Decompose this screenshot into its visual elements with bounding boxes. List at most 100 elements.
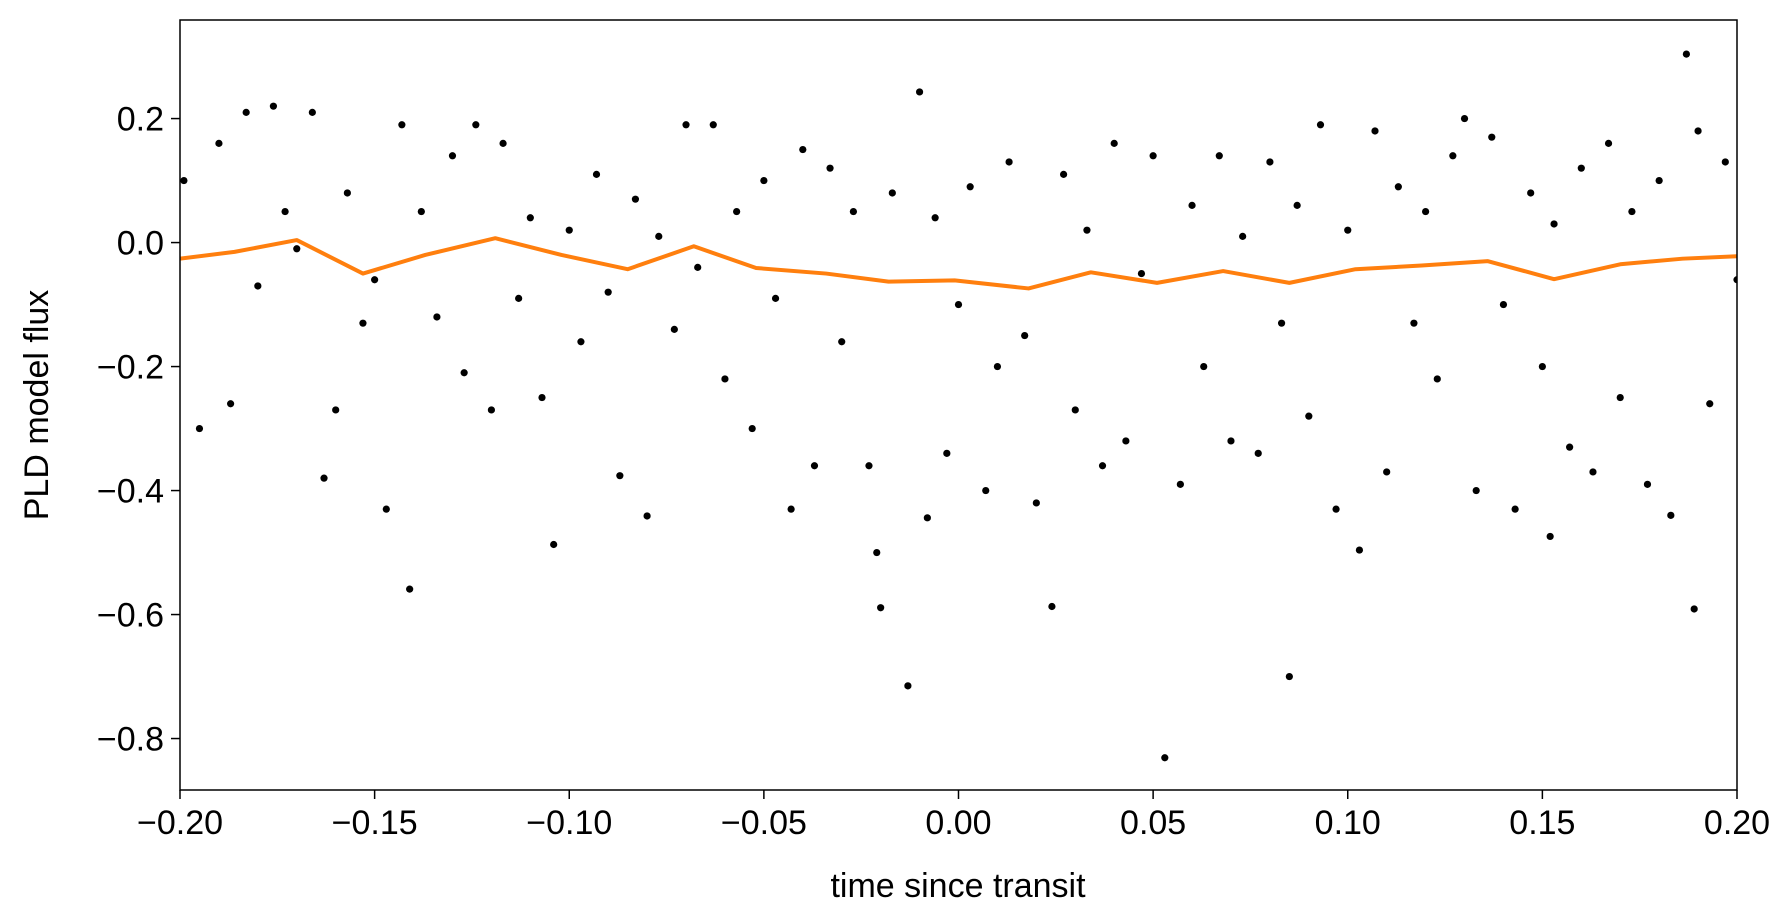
data-point xyxy=(308,108,316,116)
data-point xyxy=(550,540,558,549)
data-point xyxy=(1460,114,1469,123)
data-point xyxy=(877,604,885,612)
data-point xyxy=(359,319,367,327)
data-point xyxy=(1176,480,1184,488)
data-point xyxy=(1527,189,1535,197)
data-point xyxy=(631,195,640,203)
y-tick-label: −0.8 xyxy=(97,721,164,759)
data-point xyxy=(771,294,780,302)
x-tick-label: 0.10 xyxy=(1315,804,1381,842)
data-point xyxy=(604,288,612,296)
data-point xyxy=(577,338,585,346)
data-point xyxy=(787,505,795,513)
data-point xyxy=(565,226,573,234)
data-point xyxy=(966,183,974,191)
data-point xyxy=(888,189,896,197)
data-point xyxy=(915,88,924,96)
data-point xyxy=(1690,605,1698,613)
x-tick-label: −0.20 xyxy=(137,804,223,842)
data-point xyxy=(293,245,301,253)
data-point xyxy=(1227,437,1235,445)
data-point xyxy=(709,121,717,129)
data-point xyxy=(1239,232,1247,240)
data-point xyxy=(371,276,379,284)
data-point xyxy=(1122,437,1130,445)
data-point xyxy=(538,393,546,402)
data-point xyxy=(1277,319,1286,327)
data-point xyxy=(865,462,873,470)
data-point xyxy=(592,170,601,178)
data-point xyxy=(1628,207,1636,216)
data-point xyxy=(643,512,651,520)
y-tick-label: 0.0 xyxy=(117,225,164,263)
data-point xyxy=(694,263,702,271)
data-point xyxy=(1305,412,1313,420)
data-point xyxy=(242,108,250,116)
data-point xyxy=(1410,319,1418,327)
data-point xyxy=(1589,468,1597,476)
x-axis-label: time since transit xyxy=(830,867,1086,905)
y-tick-label: −0.2 xyxy=(97,349,164,387)
data-point xyxy=(1721,158,1729,166)
data-point xyxy=(343,189,351,197)
data-point xyxy=(1048,602,1056,611)
data-point xyxy=(1161,754,1169,762)
data-point xyxy=(1706,400,1714,408)
data-point xyxy=(1110,139,1118,147)
data-point xyxy=(904,682,912,690)
data-point xyxy=(1616,393,1624,402)
x-tick-label: 0.15 xyxy=(1509,804,1575,842)
data-point xyxy=(1137,269,1146,278)
data-point xyxy=(1293,201,1301,209)
data-point xyxy=(1499,300,1508,309)
x-tick-label: −0.10 xyxy=(526,804,612,842)
x-tick-label: −0.05 xyxy=(721,804,807,842)
x-tick-label: 0.20 xyxy=(1704,804,1770,842)
data-point xyxy=(472,121,480,129)
data-point xyxy=(954,300,963,309)
plot-frame xyxy=(179,19,1738,791)
data-point xyxy=(655,232,663,240)
plot-area xyxy=(180,50,1737,762)
data-point xyxy=(1355,546,1364,554)
data-point xyxy=(1546,532,1554,541)
data-point xyxy=(1604,139,1613,147)
data-point xyxy=(332,406,340,414)
data-point xyxy=(1577,164,1585,172)
data-point xyxy=(982,486,990,495)
data-point xyxy=(1472,486,1480,495)
y-tick-label: 0.2 xyxy=(117,101,164,139)
data-point xyxy=(616,472,624,480)
data-point xyxy=(1083,226,1091,234)
data-point xyxy=(1149,152,1157,160)
data-point xyxy=(1332,505,1340,513)
data-point xyxy=(1511,505,1519,513)
x-tick-label: −0.15 xyxy=(332,804,418,842)
data-point xyxy=(382,505,390,513)
data-point xyxy=(1667,511,1675,519)
data-point xyxy=(1538,362,1546,371)
y-tick-label: −0.6 xyxy=(97,597,164,635)
data-point xyxy=(1032,499,1040,507)
data-point xyxy=(1215,152,1223,160)
data-point xyxy=(281,207,289,216)
data-point xyxy=(799,145,807,154)
y-tick-label: −0.4 xyxy=(97,473,164,511)
data-point xyxy=(1383,468,1391,476)
data-point xyxy=(1733,276,1737,284)
data-point xyxy=(269,102,278,110)
data-point xyxy=(873,548,881,557)
data-point xyxy=(1285,672,1293,681)
data-point xyxy=(1188,201,1196,209)
data-point xyxy=(1266,158,1274,166)
y-axis-label: PLD model flux xyxy=(18,290,56,521)
data-point xyxy=(748,424,756,433)
data-point xyxy=(993,362,1002,371)
data-point xyxy=(923,514,931,522)
data-point xyxy=(320,474,328,482)
data-point xyxy=(1566,443,1574,451)
data-point xyxy=(1682,50,1690,58)
data-point xyxy=(826,164,834,172)
data-point xyxy=(526,214,534,222)
